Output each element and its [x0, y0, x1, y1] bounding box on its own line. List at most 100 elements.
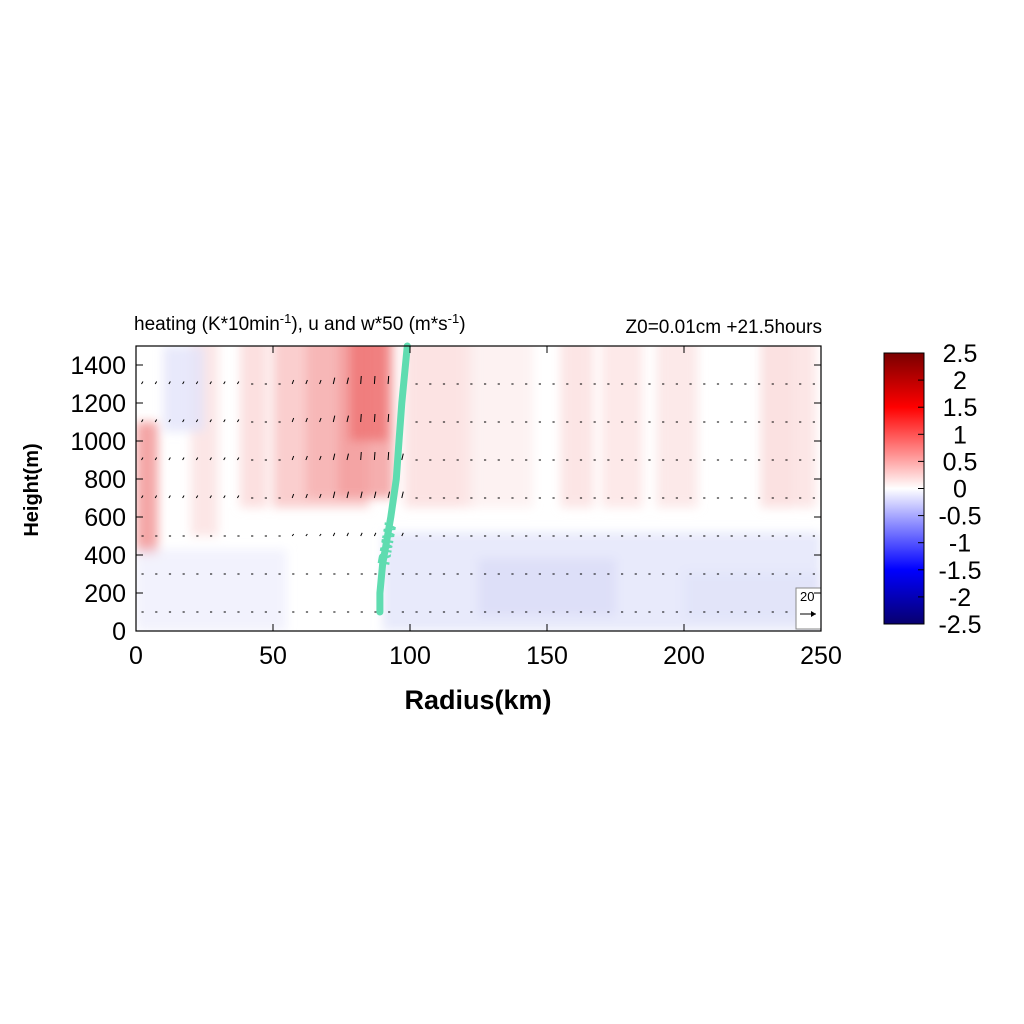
- y-tick-label: 800: [84, 466, 126, 494]
- heating-patch: [163, 346, 205, 432]
- y-tick-label: 400: [84, 542, 126, 570]
- y-tick-label: 1000: [70, 428, 126, 456]
- wind-vector: [182, 457, 185, 461]
- wind-vector: [154, 495, 158, 499]
- wind-vector: [360, 532, 363, 537]
- x-tick-label: 0: [129, 642, 143, 670]
- wind-vector: [195, 457, 199, 461]
- plot-frame: [135, 345, 822, 632]
- wind-vector: [373, 451, 376, 461]
- wind-vector: [346, 377, 349, 385]
- wind-vector: [373, 491, 377, 499]
- wind-vector: [209, 457, 212, 461]
- wind-vector: [360, 375, 362, 385]
- reference-vector: 20: [795, 587, 822, 630]
- wind-vector: [319, 379, 322, 385]
- wind-vector: [401, 453, 404, 461]
- colorbar-tick-label: 2: [953, 367, 967, 395]
- wind-vector: [360, 413, 362, 423]
- wind-vector: [209, 381, 212, 385]
- wind-vector: [305, 379, 308, 385]
- colorbar-tick-label: 1: [953, 421, 967, 449]
- wind-vector: [168, 419, 171, 423]
- wind-vector: [401, 532, 404, 537]
- heating-patch: [349, 346, 389, 441]
- x-tick-label: 200: [663, 642, 705, 670]
- y-tick-label: 600: [84, 504, 126, 532]
- heating-patch: [240, 346, 268, 508]
- wind-vector: [319, 417, 322, 423]
- wind-vector: [291, 379, 295, 385]
- heating-patch: [478, 558, 616, 616]
- wind-vector: [168, 381, 171, 385]
- wind-vector: [236, 419, 240, 423]
- wind-vector: [346, 415, 349, 423]
- wind-vector: [332, 532, 336, 537]
- wind-vector: [223, 457, 226, 461]
- heating-patch: [464, 346, 534, 508]
- wind-vector: [168, 495, 171, 499]
- wind-vector: [305, 493, 308, 499]
- y-tick-label: 0: [112, 618, 126, 646]
- wind-vector: [291, 417, 295, 423]
- colorbar-tick-label: 1.5: [943, 394, 978, 422]
- colorbar-tick-label: -2: [949, 584, 971, 612]
- wind-vector: [319, 493, 322, 499]
- wind-vector: [141, 495, 144, 499]
- wind-vector: [141, 381, 144, 385]
- colorbar-tick-label: -0.5: [938, 503, 981, 531]
- wind-vector: [291, 493, 295, 499]
- reference-vector-label: 20: [800, 589, 814, 604]
- wind-vector: [182, 495, 185, 499]
- x-tick-label: 50: [259, 642, 287, 670]
- wind-vector: [346, 532, 349, 537]
- colorbar-tick-label: 2.5: [943, 340, 978, 368]
- heating-patch: [305, 346, 345, 498]
- wind-vector: [332, 415, 336, 423]
- wind-vector: [236, 381, 240, 385]
- wind-vector: [291, 533, 295, 537]
- colorbar-tick-label: -2.5: [938, 611, 981, 639]
- colorbar-tick-label: 0: [953, 476, 967, 504]
- wind-vector: [236, 457, 240, 461]
- y-axis-label: Height(m): [21, 443, 43, 536]
- wind-vector: [154, 381, 158, 385]
- wind-vectors: [141, 375, 815, 613]
- wind-vector: [332, 491, 336, 499]
- wind-vector: [332, 453, 336, 461]
- x-tick-label: 100: [389, 642, 431, 670]
- colorbar-ticks: 2.521.510.50-0.5-1-1.5-2-2.5: [918, 340, 982, 639]
- wind-vector: [373, 375, 376, 385]
- wind-vector: [319, 455, 322, 461]
- wind-vector: [223, 495, 226, 499]
- wind-vector: [209, 419, 212, 423]
- x-axis: 0 50 100 150 200 250: [129, 346, 842, 670]
- x-tick-label: 250: [800, 642, 842, 670]
- wind-vector: [401, 491, 404, 499]
- wind-vector: [346, 453, 349, 461]
- colorbar-tick-label: 0.5: [943, 448, 978, 476]
- wind-vector: [195, 381, 199, 385]
- y-tick-label: 200: [84, 580, 126, 608]
- wind-vector: [182, 381, 185, 385]
- wind-vector: [319, 533, 322, 537]
- wind-vector: [305, 455, 308, 461]
- heating-patch: [560, 346, 594, 508]
- colorbar-tick-label: -1.5: [938, 557, 981, 585]
- heating-patch: [656, 346, 698, 508]
- wind-vector: [387, 491, 391, 499]
- y-axis: 0 200 400 600 800 1000 1200 1400: [70, 352, 821, 646]
- wind-vector: [360, 491, 363, 499]
- wind-vector: [141, 457, 144, 461]
- wind-vector: [168, 457, 171, 461]
- wind-vector: [223, 419, 226, 423]
- wind-vector: [387, 413, 390, 423]
- heating-patch: [404, 346, 474, 508]
- heating-field: [136, 346, 821, 631]
- wind-vector: [387, 375, 390, 385]
- wind-vector: [154, 457, 158, 461]
- wind-vector: [360, 451, 362, 461]
- wind-vector: [236, 495, 240, 499]
- wind-vector: [195, 419, 199, 423]
